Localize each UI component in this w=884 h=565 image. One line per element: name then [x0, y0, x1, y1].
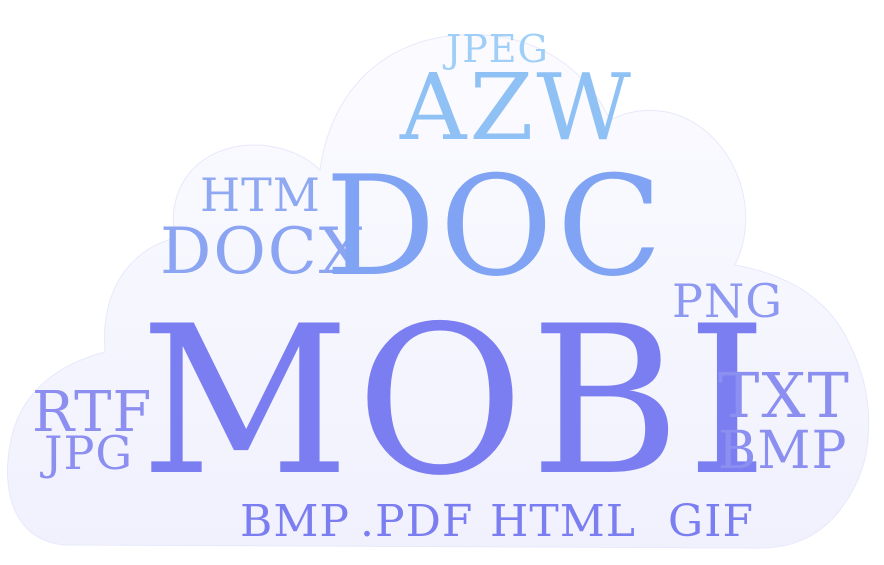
word-jpg: JPG: [44, 426, 134, 480]
word-png: PNG: [672, 274, 783, 328]
word-txt: TXT: [718, 359, 851, 432]
word-gif: GIF: [668, 496, 755, 547]
word-docx: DOCX: [160, 215, 367, 289]
word-azw: AZW: [400, 54, 634, 161]
word-bmp-right: BMP: [718, 421, 848, 481]
word-mobi: MOBI: [140, 283, 774, 521]
word-bmp-bottom: BMP: [240, 496, 350, 547]
word-jpeg: JPEG: [446, 27, 549, 71]
word-doc: DOC: [325, 146, 667, 307]
word-htm: HTM: [200, 168, 321, 222]
word-rtf: RTF: [32, 380, 153, 445]
word-html: HTML: [490, 496, 636, 547]
word-pdf: .PDF: [360, 496, 474, 547]
